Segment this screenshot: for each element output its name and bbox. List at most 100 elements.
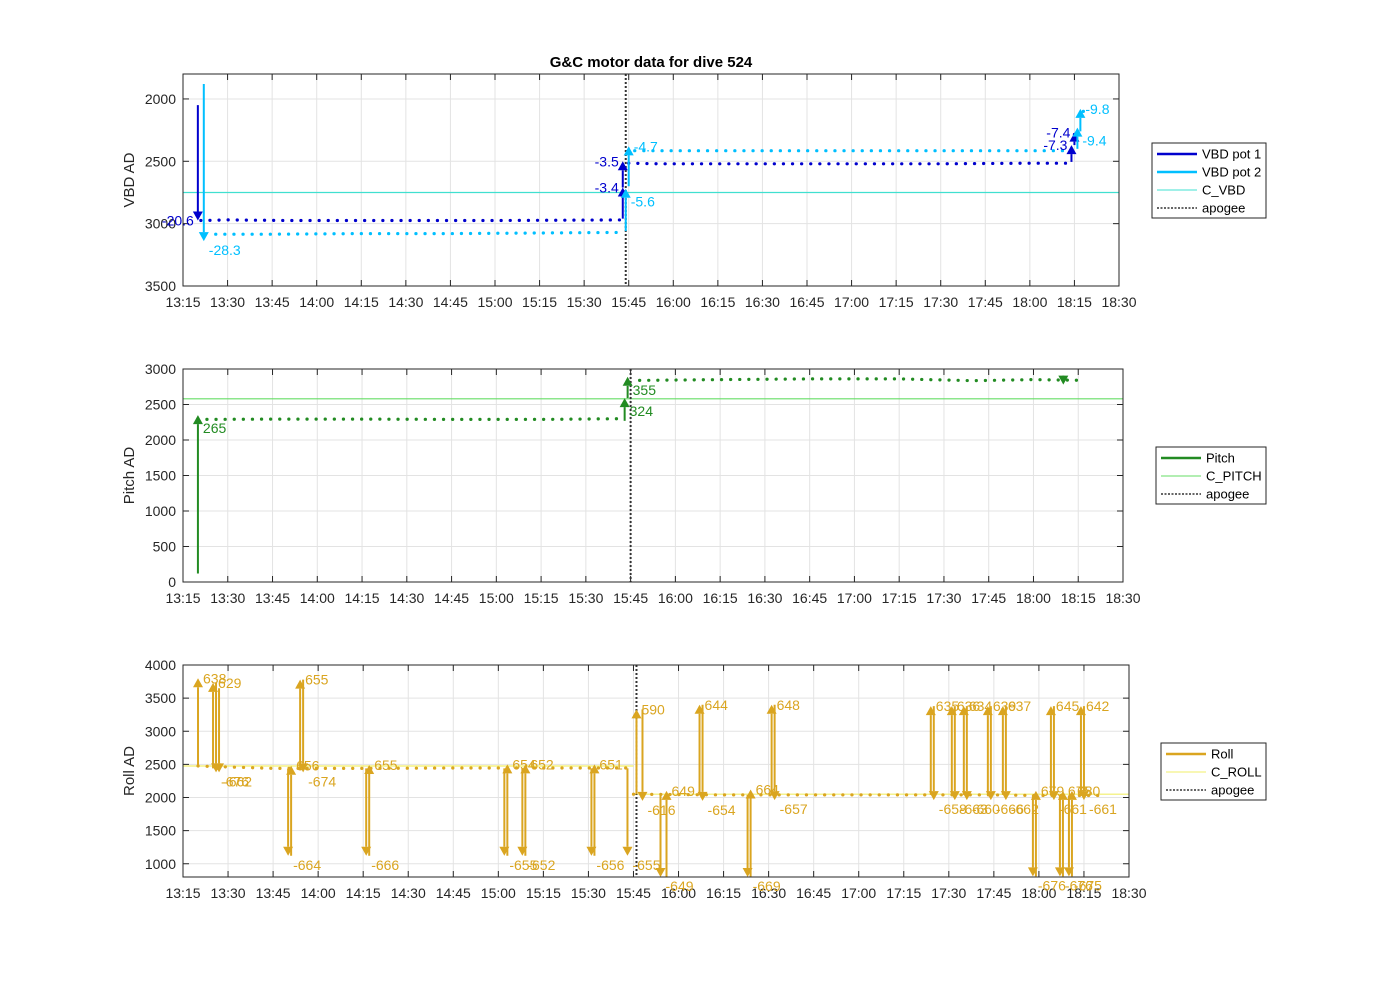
legend-label: VBD pot 2 — [1202, 165, 1261, 180]
x-tick-label: 17:30 — [931, 885, 966, 901]
y-tick-label: 2000 — [145, 790, 176, 806]
arrow-label: -654 — [708, 802, 736, 818]
arrow-label: 651 — [599, 756, 623, 772]
x-tick-label: 16:30 — [745, 294, 780, 310]
arrow-label: -28.3 — [209, 242, 241, 258]
arrow-label: 324 — [630, 403, 654, 419]
motor-arrow: -660 — [961, 706, 1000, 817]
arrow-label: 590 — [641, 701, 665, 717]
arrow-head — [1066, 145, 1077, 155]
motor-arrow: -657 — [769, 704, 808, 817]
legend-label: Roll — [1211, 747, 1234, 762]
legend-label: C_ROLL — [1211, 765, 1262, 780]
arrow-head — [298, 763, 309, 773]
arrow-label: 648 — [777, 697, 801, 713]
motor-arrow: -663 — [949, 706, 988, 817]
arrow-head — [192, 211, 203, 221]
arrow-label: -660 — [972, 801, 1000, 817]
arrow-head — [623, 146, 634, 156]
arrow-label: 629 — [218, 675, 242, 691]
motor-arrow: -20.6 — [162, 105, 203, 229]
x-tick-label: 17:30 — [926, 590, 961, 606]
x-tick-label: 14:15 — [344, 294, 379, 310]
axes-box — [182, 368, 1124, 583]
x-tick-label: 16:00 — [656, 294, 691, 310]
arrow-label: 642 — [1086, 698, 1110, 714]
arrow-label: -649 — [666, 878, 694, 894]
arrow-head — [620, 188, 631, 198]
y-tick-label: 2500 — [145, 397, 176, 413]
motor-arrow: -661 — [1078, 706, 1117, 817]
y-tick-label: 0 — [168, 574, 176, 590]
arrow-head — [1057, 790, 1068, 800]
arrow-label: -662 — [224, 773, 252, 789]
legend-label: apogee — [1202, 201, 1245, 216]
arrow-label: 639 — [993, 698, 1017, 714]
x-tick-label: 15:30 — [568, 590, 603, 606]
x-tick-label: 18:30 — [1111, 885, 1146, 901]
motor-arrow: -658 — [928, 706, 967, 817]
x-tick-label: 18:00 — [1012, 294, 1047, 310]
x-tick-label: 14:30 — [391, 885, 426, 901]
x-tick-label: 16:00 — [661, 885, 696, 901]
arrow-head — [985, 791, 996, 801]
x-tick-label: 16:15 — [703, 590, 738, 606]
y-axis-label: Pitch AD — [121, 447, 138, 505]
motor-arrow: 655 — [364, 757, 398, 856]
series-points — [637, 377, 1086, 383]
motor-arrow: -669 — [742, 794, 781, 894]
motor-arrow: 644 — [694, 697, 729, 795]
arrow-label: -676 — [1065, 877, 1093, 893]
motor-arrow: -661 — [1048, 706, 1087, 817]
arrow-head — [697, 791, 708, 801]
motor-arrow: 265 — [192, 415, 226, 574]
motor-arrow: -662 — [214, 688, 252, 789]
y-tick-label: 1500 — [145, 468, 176, 484]
x-tick-label: 13:30 — [210, 590, 245, 606]
motor-arrow: -655 — [622, 768, 661, 873]
arrow-label: 652 — [530, 756, 554, 772]
legend-label: VBD pot 1 — [1202, 147, 1261, 162]
x-tick-label: 13:45 — [256, 885, 291, 901]
arrow-head — [1058, 375, 1069, 385]
arrow-label: 637 — [1008, 698, 1032, 714]
arrow-label: 644 — [705, 697, 729, 713]
y-tick-label: 2000 — [145, 432, 176, 448]
arrow-head — [661, 790, 672, 800]
arrow-label: -662 — [1011, 801, 1039, 817]
arrow-label: -652 — [527, 857, 555, 873]
arrow-label: -676 — [1038, 877, 1066, 893]
arrow-head — [745, 789, 756, 799]
x-tick-label: 16:45 — [792, 590, 827, 606]
y-tick-label: 1000 — [145, 856, 176, 872]
y-tick-label: 3000 — [145, 216, 176, 232]
motor-arrow: -9.8 — [1075, 101, 1110, 132]
series-points — [627, 161, 1068, 166]
motor-arrow: -649 — [655, 794, 694, 894]
arrow-head — [928, 791, 939, 801]
arrow-head — [1066, 790, 1077, 800]
arrow-label: -655 — [509, 857, 537, 873]
arrow-label: -661 — [1089, 801, 1117, 817]
motor-arrow: 649 — [661, 783, 695, 877]
x-tick-label: 16:45 — [796, 885, 831, 901]
x-tick-label: 17:45 — [968, 294, 1003, 310]
arrow-label: -658 — [939, 801, 967, 817]
y-tick-label: 2500 — [145, 153, 176, 169]
x-tick-label: 14:30 — [388, 294, 423, 310]
x-tick-label: 17:00 — [834, 294, 869, 310]
x-tick-label: 15:45 — [611, 294, 646, 310]
x-tick-label: 14:45 — [433, 294, 468, 310]
arrow-label: -661 — [1059, 801, 1087, 817]
motor-arrow: -3.5 — [595, 153, 628, 188]
motor-arrow: 652 — [520, 756, 554, 856]
arrow-label: -3.4 — [595, 179, 619, 195]
arrow-head — [1048, 791, 1059, 801]
arrow-label: 635 — [936, 698, 960, 714]
arrow-label: -9.8 — [1085, 101, 1109, 117]
series-points — [199, 218, 625, 223]
x-tick-label: 13:15 — [165, 590, 200, 606]
x-tick-label: 18:15 — [1066, 885, 1101, 901]
arrow-label: -7.4 — [1046, 125, 1070, 141]
